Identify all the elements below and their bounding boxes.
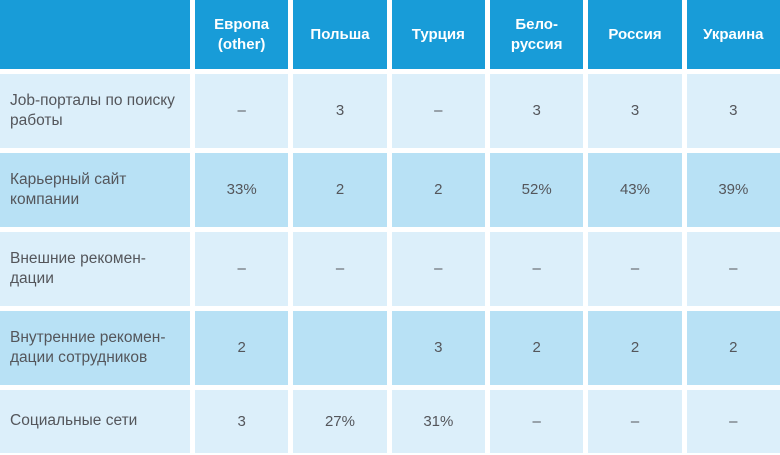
table-cell: –	[293, 232, 387, 306]
column-header-poland: Польша	[293, 0, 387, 69]
table-cell: 3	[686, 74, 780, 148]
column-header-europe-other: Европа (other)	[195, 0, 289, 69]
table-cell: 3	[293, 74, 387, 148]
table-cell: 2	[490, 311, 584, 385]
row-label-career-site: Карьерный сайт компании	[0, 153, 190, 227]
table-cell: 3	[391, 311, 485, 385]
row-label-external-referrals: Внешние рекомен- дации	[0, 232, 190, 306]
table-cell	[293, 311, 387, 385]
table-cell: –	[588, 232, 682, 306]
table-cell: 39%	[686, 153, 780, 227]
table-cell: 2	[293, 153, 387, 227]
table-cell: 2	[195, 311, 289, 385]
table-cell: 43%	[588, 153, 682, 227]
column-header-turkey: Турция	[391, 0, 485, 69]
table-cell: 3	[490, 74, 584, 148]
table-cell: 2	[686, 311, 780, 385]
table-cell: –	[490, 390, 584, 453]
table-cell: 3	[588, 74, 682, 148]
column-header-ukraine: Украина	[686, 0, 780, 69]
column-header-belarus: Бело- руссия	[490, 0, 584, 69]
table-cell: 27%	[293, 390, 387, 453]
row-label-social-networks: Социальные сети	[0, 390, 190, 453]
table-cell: –	[490, 232, 584, 306]
table-cell: –	[686, 390, 780, 453]
row-label-job-portals: Job-порталы по поиску работы	[0, 74, 190, 148]
column-header-russia: Россия	[588, 0, 682, 69]
table-cell: 31%	[391, 390, 485, 453]
corner-cell	[0, 0, 190, 69]
table-cell: –	[391, 232, 485, 306]
table-cell: 2	[391, 153, 485, 227]
row-label-internal-referrals: Внутренние рекомен- дации сотрудников	[0, 311, 190, 385]
table-cell: 2	[588, 311, 682, 385]
table-cell: –	[588, 390, 682, 453]
table-cell: –	[686, 232, 780, 306]
table-cell: 33%	[195, 153, 289, 227]
table-cell: 52%	[490, 153, 584, 227]
table-cell: –	[391, 74, 485, 148]
table-cell: 3	[195, 390, 289, 453]
table-cell: –	[195, 74, 289, 148]
table-cell: –	[195, 232, 289, 306]
